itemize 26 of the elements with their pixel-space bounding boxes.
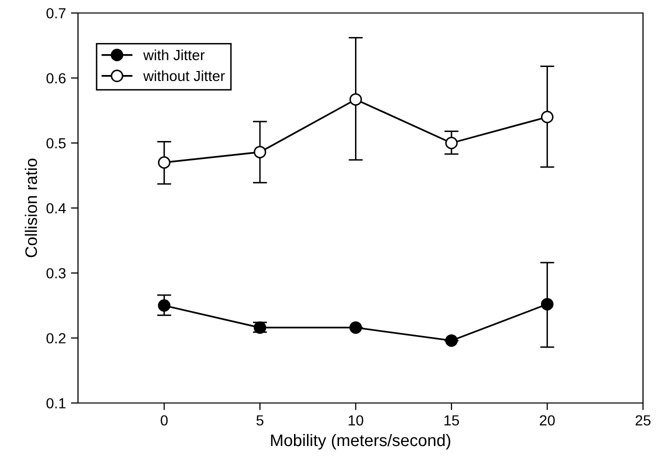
legend-label: with Jitter: [143, 50, 205, 60]
y-tick-label: 0.5: [46, 138, 66, 148]
point: [158, 299, 170, 312]
x-tick-label: 5: [256, 415, 264, 426]
point: [445, 334, 458, 347]
point: [445, 136, 458, 150]
x-axis-title: Mobility (meters/second): [271, 434, 450, 450]
x-tick-label: 25: [636, 415, 650, 426]
point: [158, 156, 170, 169]
y-tick-label: 0.1: [46, 398, 66, 408]
x-tick-label: 15: [444, 415, 459, 426]
x-tick-label: 20: [540, 415, 555, 426]
point: [254, 146, 266, 158]
x-tick-label: 0: [160, 415, 168, 426]
point: [540, 298, 554, 310]
y-tick-label: 0.4: [46, 203, 66, 214]
point: [349, 321, 362, 334]
y-tick-label: 0.6: [46, 73, 66, 84]
y-tick-label: 0.7: [46, 8, 66, 18]
y-tick-label: 0.2: [46, 333, 66, 344]
point: [349, 93, 362, 106]
y-tick-label: 0.3: [46, 268, 66, 278]
y-axis-title: Collision ratio: [24, 158, 38, 258]
point: [540, 110, 554, 124]
x-tick-label: 10: [348, 415, 364, 426]
legend-label: without Jitter: [143, 70, 225, 82]
